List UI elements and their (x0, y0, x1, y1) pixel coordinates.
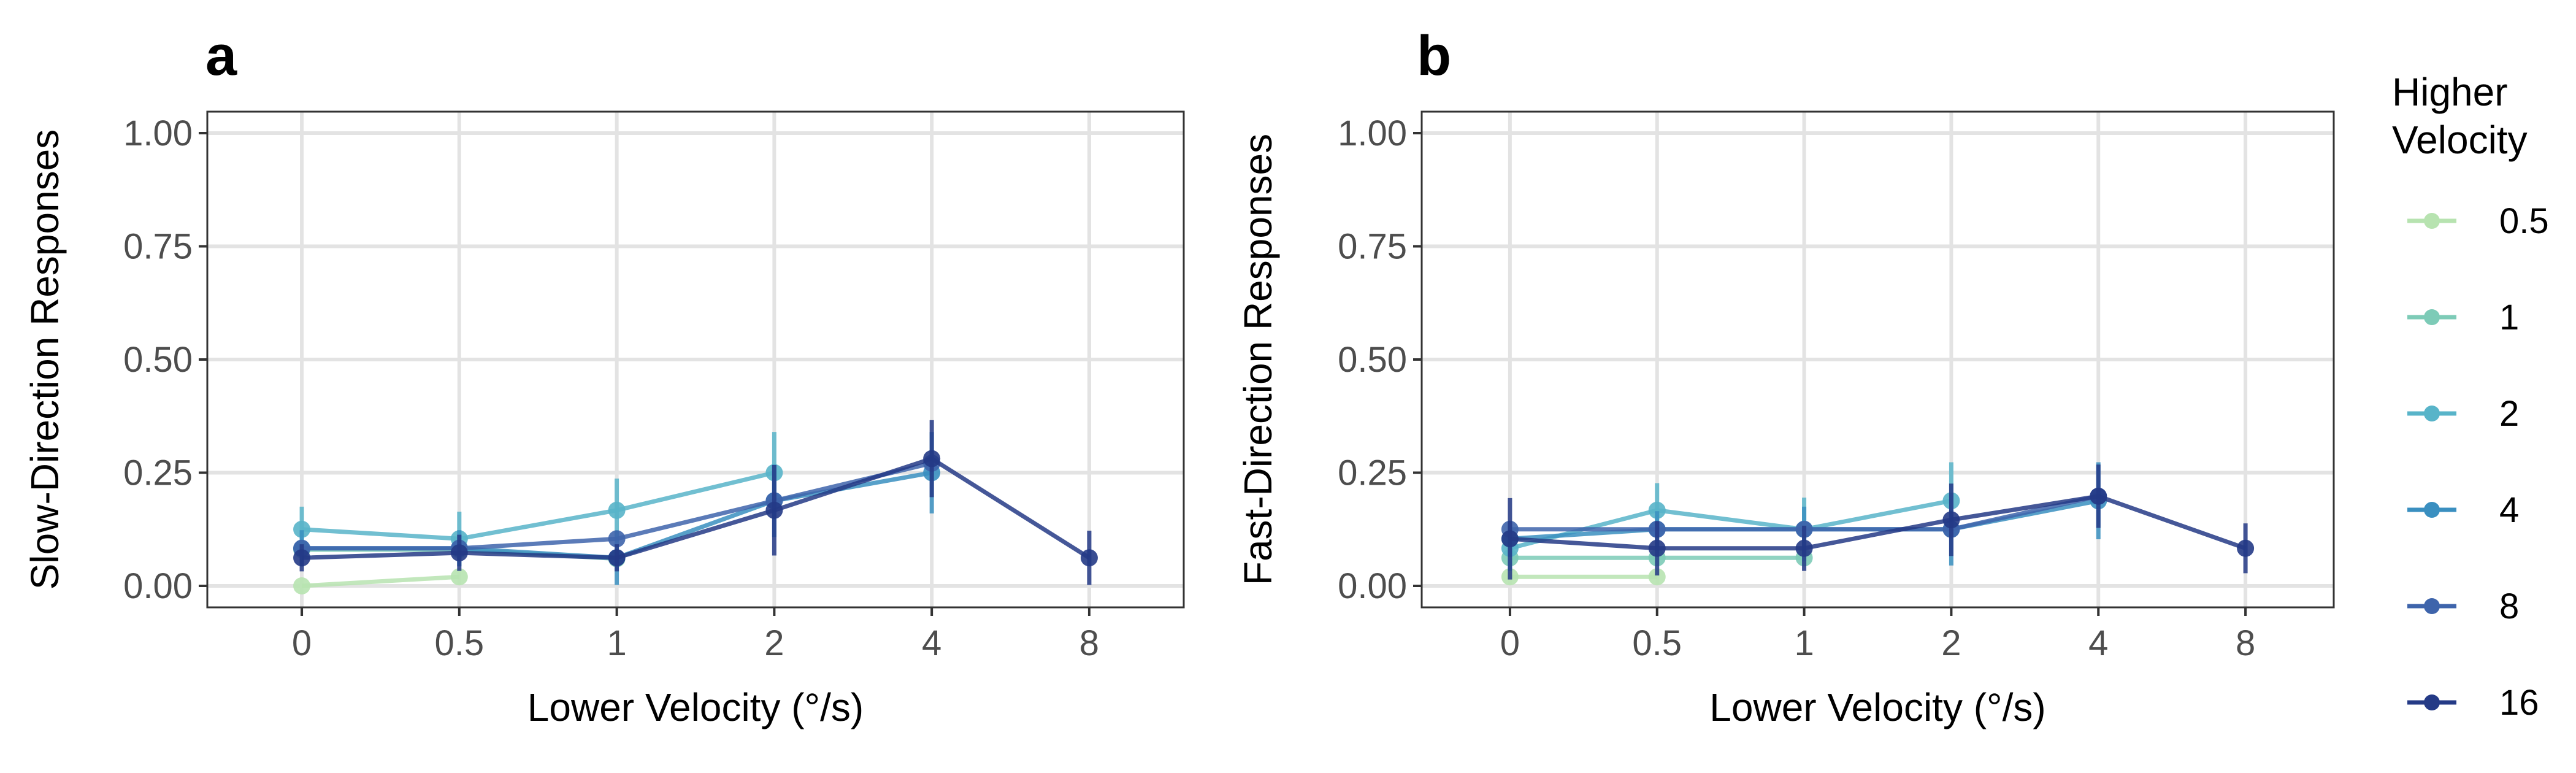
y-tick-label: 1.00 (123, 113, 193, 153)
series-16 (293, 420, 1098, 585)
data-point (293, 549, 311, 567)
chart-panel-b: 0.00 0.25 0.50 0.75 1.00 0 0.5 1 2 4 8 Lower Veloci… (1236, 110, 2335, 729)
data-point (608, 501, 626, 519)
legend-key-point (2424, 213, 2440, 229)
data-point (293, 577, 311, 594)
data-point (1648, 501, 1666, 519)
legend-title-line1: Higher (2392, 70, 2508, 114)
chart-panel-a: 0.00 0.25 0.50 0.75 1.00 0 0.5 1 2 4 8 Lower Veloci… (23, 110, 1185, 729)
y-tick-label: 0.50 (1338, 340, 1407, 380)
legend-label: 4 (2499, 490, 2519, 530)
legend-item-2: 2 (2407, 394, 2519, 434)
y-tick-label: 0.50 (123, 340, 193, 380)
series-line (301, 471, 775, 541)
x-tick-label: 1 (607, 623, 626, 663)
data-point (923, 450, 941, 467)
legend-key-point (2424, 502, 2440, 518)
legend-label: 1 (2499, 298, 2519, 337)
y-tick-label: 0.25 (1338, 453, 1407, 493)
data-point (608, 549, 626, 567)
panel-letter-b: b (1417, 25, 1451, 87)
x-tick-label: 0 (1500, 623, 1520, 663)
y-tick-label: 0.75 (1338, 227, 1407, 267)
data-point (293, 520, 311, 538)
data-point (1080, 549, 1098, 567)
x-tick-label: 8 (1079, 623, 1099, 663)
legend-items: 0.5 1 2 4 8 16 (2407, 201, 2549, 723)
data-point (2090, 487, 2107, 505)
series-line (301, 574, 460, 588)
series-line (301, 456, 1091, 560)
x-tick-label: 2 (764, 623, 784, 663)
x-tick-label: 2 (1941, 623, 1961, 663)
legend-item-16: 16 (2407, 683, 2539, 723)
legend-title-line2: Velocity (2392, 118, 2528, 162)
panel-letter-a: a (205, 25, 237, 87)
y-tick-label: 0.00 (123, 566, 193, 606)
y-axis-title: Slow-Direction Responses (23, 129, 67, 590)
x-tick-label: 4 (922, 623, 941, 663)
x-tick-label: 0.5 (1632, 623, 1682, 663)
data-point (2237, 539, 2255, 557)
legend: Higher Velocity 0.5 1 2 4 8 16 (2392, 70, 2549, 723)
y-tick-label: 0.00 (1338, 566, 1407, 606)
x-tick-label: 1 (1794, 623, 1814, 663)
legend-item-4: 4 (2407, 490, 2519, 530)
legend-key-point (2424, 309, 2440, 325)
legend-item-1: 1 (2407, 298, 2519, 337)
legend-label: 8 (2499, 586, 2519, 626)
legend-item-0-5: 0.5 (2407, 201, 2549, 241)
y-tick-label: 1.00 (1338, 113, 1407, 153)
data-point (450, 568, 468, 586)
x-tick-label: 0 (292, 623, 312, 663)
data-point (450, 544, 468, 562)
data-point (1795, 539, 1813, 557)
y-axis-title: Fast-Direction Responses (1236, 134, 1280, 585)
legend-label: 0.5 (2499, 201, 2549, 241)
x-tick-label: 0.5 (435, 623, 485, 663)
series-line (1509, 494, 2247, 551)
data-point (1942, 511, 1960, 529)
series-0-5 (293, 568, 468, 594)
series-16 (1501, 464, 2255, 580)
x-axis-title: Lower Velocity (°/s) (1709, 685, 2045, 729)
legend-label: 2 (2499, 394, 2519, 434)
data-point (1501, 530, 1519, 548)
legend-item-8: 8 (2407, 586, 2519, 626)
x-tick-label: 4 (2088, 623, 2108, 663)
legend-key-point (2424, 694, 2440, 710)
data-point (608, 530, 626, 548)
data-point (1648, 539, 1666, 557)
y-tick-label: 0.25 (123, 453, 193, 493)
x-tick-label: 8 (2236, 623, 2255, 663)
x-axis-title: Lower Velocity (°/s) (527, 685, 864, 729)
y-tick-label: 0.75 (123, 227, 193, 267)
data-point (765, 501, 783, 519)
legend-key-point (2424, 406, 2440, 421)
legend-key-point (2424, 598, 2440, 614)
legend-label: 16 (2499, 683, 2539, 723)
data-point (1648, 568, 1666, 586)
